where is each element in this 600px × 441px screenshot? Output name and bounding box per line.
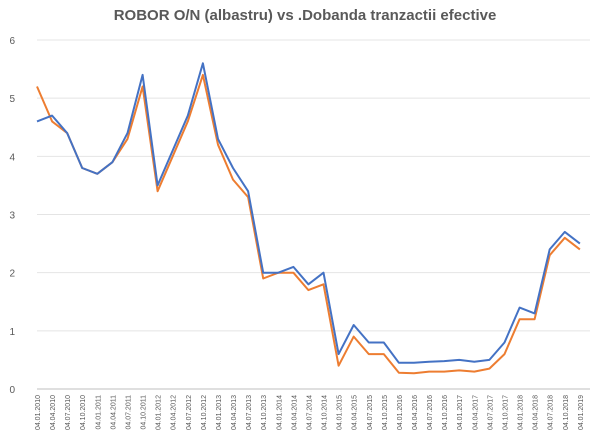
x-tick-label: 04.01.2016 xyxy=(397,395,404,430)
x-tick-label: 04.04.2016 xyxy=(412,395,419,430)
x-tick-label: 04.10.2018 xyxy=(563,395,570,430)
x-tick-label: 04.10.2016 xyxy=(442,395,449,430)
x-tick-label: 04.07.2012 xyxy=(186,395,193,430)
y-tick-label: 4 xyxy=(9,152,15,163)
y-tick-label: 6 xyxy=(9,36,15,47)
x-tick-label: 04.01.2013 xyxy=(216,395,223,430)
x-tick-label: 04.10.2017 xyxy=(502,395,509,430)
x-tick-label: 04.07.2011 xyxy=(125,395,132,430)
y-tick-label: 3 xyxy=(9,211,15,222)
x-tick-label: 04.07.2016 xyxy=(427,395,434,430)
x-tick-label: 04.01.2018 xyxy=(518,395,525,430)
x-tick-label: 04.10.2014 xyxy=(322,395,329,430)
x-tick-label: 04.01.2011 xyxy=(95,395,102,430)
y-tick-label: 1 xyxy=(9,327,15,338)
x-tick-label: 04.10.2013 xyxy=(261,395,268,430)
y-tick-label: 0 xyxy=(9,385,15,396)
x-tick-label: 04.01.2012 xyxy=(156,395,163,430)
x-tick-label: 04.01.2010 xyxy=(35,395,42,430)
x-tick-label: 04.10.2012 xyxy=(201,395,208,430)
x-tick-label: 04.04.2010 xyxy=(50,395,57,430)
x-tick-label: 04.10.2010 xyxy=(80,395,87,430)
x-tick-label: 04.04.2011 xyxy=(110,395,117,430)
x-tick-label: 04.10.2015 xyxy=(382,395,389,430)
x-tick-label: 04.01.2014 xyxy=(276,395,283,430)
x-tick-label: 04.04.2015 xyxy=(352,395,359,430)
chart-title: ROBOR O/N (albastru) vs .Dobanda tranzac… xyxy=(114,7,497,24)
x-tick-label: 04.07.2018 xyxy=(548,395,555,430)
line xyxy=(36,73,581,375)
y-tick-label: 5 xyxy=(9,94,15,105)
x-tick-label: 04.04.2012 xyxy=(171,395,178,430)
x-tick-label: 04.04.2018 xyxy=(533,395,540,430)
x-tick-label: 04.07.2013 xyxy=(246,395,253,430)
x-tick-label: 04.01.2017 xyxy=(457,395,464,430)
x-tick-label: 04.04.2013 xyxy=(231,395,238,430)
x-tick-label: 04.10.2011 xyxy=(141,395,148,430)
x-tick-label: 04.04.2017 xyxy=(472,395,479,430)
x-tick-label: 04.01.2015 xyxy=(337,395,344,430)
x-tick-label: 04.01.2019 xyxy=(578,395,585,430)
x-tick-label: 04.07.2017 xyxy=(487,395,494,430)
x-tick-label: 04.04.2014 xyxy=(291,395,298,430)
y-tick-label: 2 xyxy=(9,269,15,280)
x-tick-label: 04.07.2015 xyxy=(367,395,374,430)
line xyxy=(36,62,581,364)
x-tick-label: 04.07.2010 xyxy=(65,395,72,430)
x-tick-label: 04.07.2014 xyxy=(306,395,313,430)
